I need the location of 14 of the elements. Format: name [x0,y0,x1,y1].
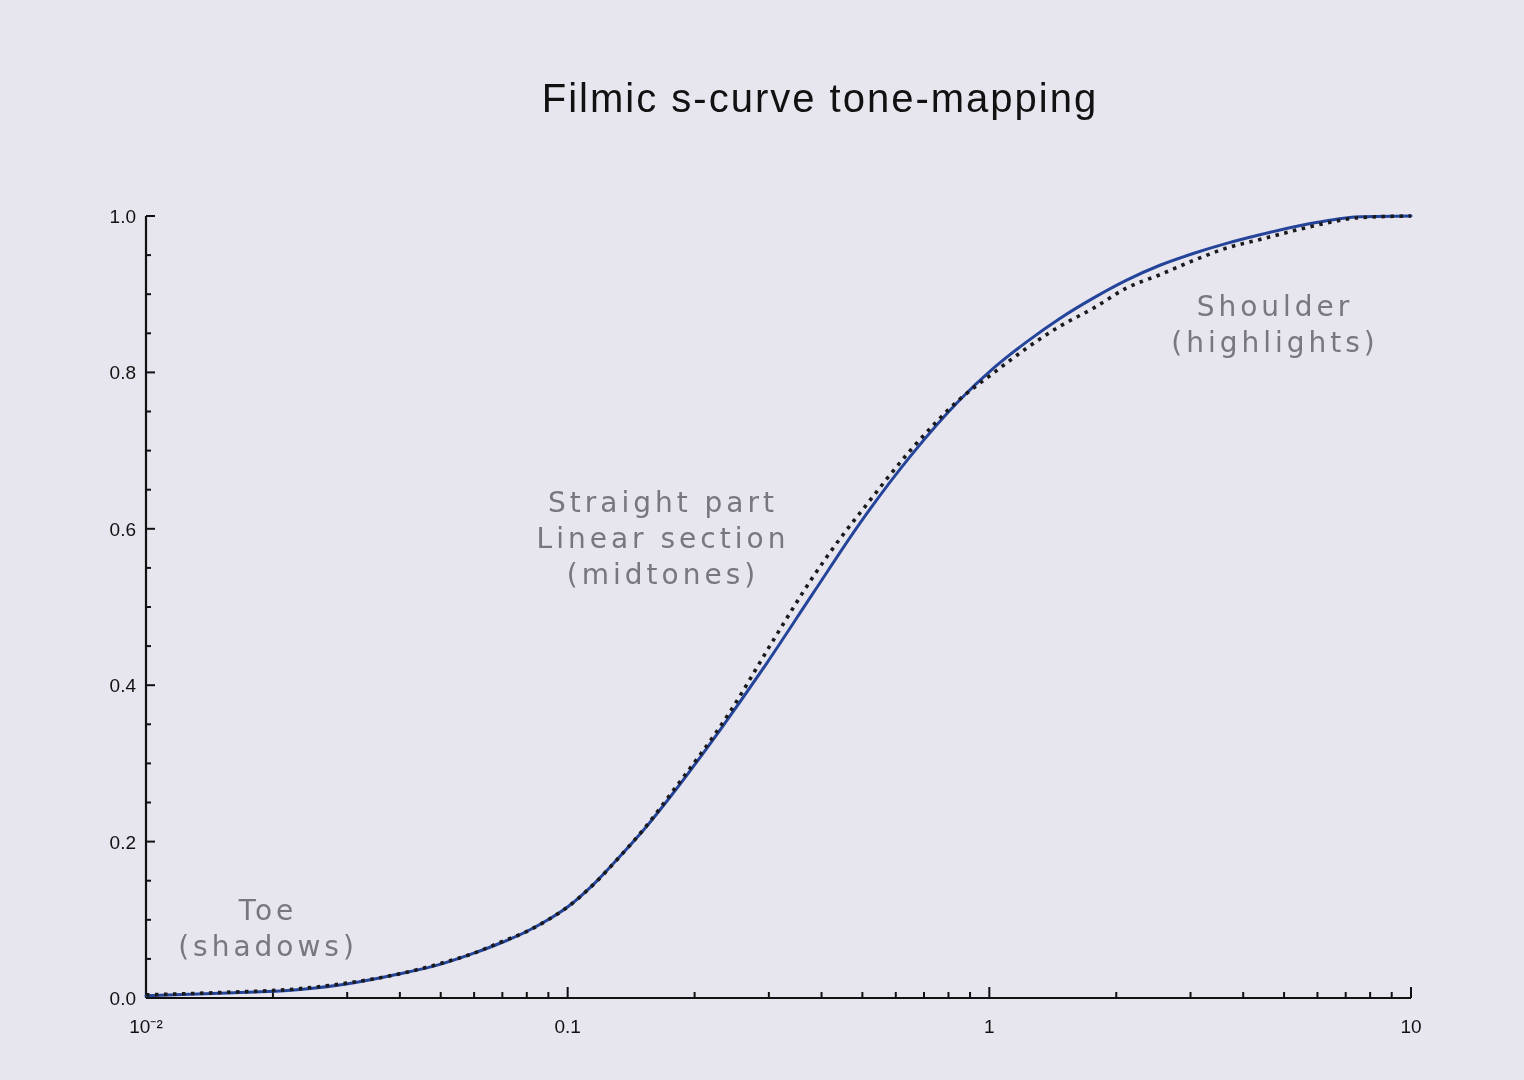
y-tick-label: 0.4 [109,675,137,697]
y-tick-label: 0.6 [109,518,136,540]
y-tick-label: 0.2 [109,831,136,853]
y-tick-label: 1.0 [109,206,136,227]
x-tick-label: 0.1 [554,1016,581,1037]
annotation: Toe (shadows) [178,894,358,963]
x-tick-label: 1 [984,1016,995,1037]
annotation: Shoulder (highlights) [1171,290,1379,359]
y-tick-label: 0.0 [109,988,136,1009]
x-tick-label: 10⁻² [129,1016,163,1037]
x-tick-label: 10 [1400,1016,1422,1037]
annotation: Straight part Linear section (midtones) [536,486,790,591]
y-tick-label: 0.8 [109,362,136,384]
chart-title: Filmic s-curve tone-mapping [541,76,1099,120]
